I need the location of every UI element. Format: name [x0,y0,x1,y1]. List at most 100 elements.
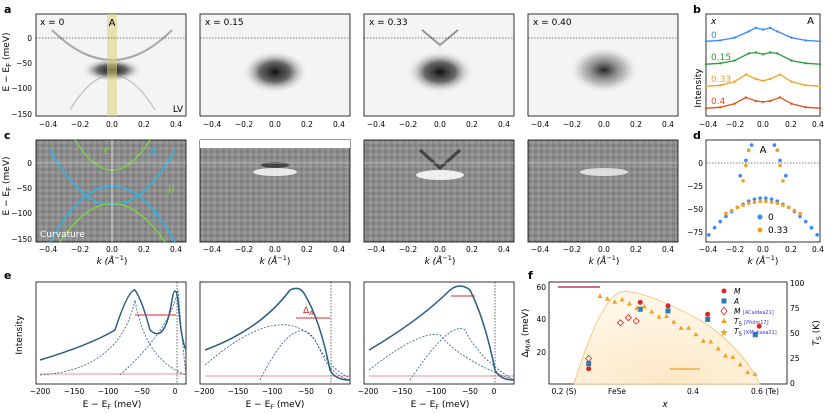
panel-letter-c: c [4,129,11,142]
band-point [803,219,808,224]
xlabel: k (Å−1) [97,254,128,267]
panel-f-yticks: 20 40 60 [536,283,546,357]
ytick: 50 [790,329,800,338]
xlabel: k (Å−1) [425,254,456,267]
legend-marker [757,227,763,233]
band-point [746,201,751,206]
legend-label: M [734,287,741,296]
panel-letter-b: b [693,3,701,16]
legend-label: A [733,297,739,306]
panel-f: ΔM/A (meV) TS (K) 20 40 60 0 25 50 75 10… [521,279,823,410]
band-point [724,211,728,216]
xtick: 0.2 [466,245,478,254]
xtick: −200 [194,387,215,396]
panel-letter-d: d [693,129,701,142]
spectrum-point [768,26,772,29]
panel-f-legend: M A M [ACaldea21] TS [Pfolm17] TS [KMuka… [720,287,777,338]
svg-text:E − EF (meV): E − EF (meV) [2,32,13,91]
band-point [707,233,711,237]
panel-b-curves [704,26,822,110]
panel-f-xticks: 0.2 (S) FeSe 0.4 0.6 (Te) [552,387,780,396]
spectrum-point [818,85,822,88]
panel-letter-f: f [528,269,533,282]
panel-f-points [585,299,762,372]
panel-a-corner: LV [173,105,184,115]
row-e-xticks: −200 −150 −100 −50 0 −200 −150 −100 −50 … [30,387,497,396]
ytick: 0 [698,159,703,168]
ts-marker [634,305,640,310]
panel-d-xticks: −0.4 −0.2 0.0 0.2 0.4 [699,245,824,254]
xtick: −50 [462,387,478,396]
xtick: 0.4 [687,387,699,396]
xtick: −0.4 [203,245,221,254]
ytick: 20 [536,348,546,357]
panel-f-ts-markers [597,293,758,376]
spectrum-point [776,30,779,33]
row-a-yticks: 0 −50 −100 −150 [11,34,32,119]
ts-marker [678,325,684,330]
band-point [798,214,802,219]
band-point [781,203,785,208]
xtick: 0.4 [662,245,674,254]
xtick: −0.4 [367,245,385,254]
panel-f-xlabel: x [661,400,668,410]
spectrum-point [747,52,750,55]
panel-a-x033: x = 0.33 [363,13,515,117]
xtick: 0 [492,387,497,396]
ts-marker [722,353,728,358]
band-point [738,173,742,178]
band-point [815,233,819,237]
xtick: −0.2 [235,120,253,129]
xtick: 0.2 [630,120,642,129]
xtick: 0.4 [498,245,510,254]
panel-a-x040: x = 0.40 [527,13,679,117]
band-point [741,203,745,208]
series-label: 0.33 [711,75,731,85]
ts-marker [612,299,618,304]
spectrum-point [804,39,807,42]
ts-marker [663,313,669,319]
xtick: 0.0 [106,245,118,254]
xtick: −0.4 [39,245,57,254]
xtick: 0.0 [598,120,610,129]
spectrum-point [754,77,758,81]
band-label-delta: δ [150,146,157,159]
ts-marker [715,345,721,351]
ts-marker [730,354,736,359]
panel-c-corner: Curvature [40,230,85,240]
spectrum-point [733,80,736,83]
spectrum-point [804,84,807,87]
panel-c-x0: ε δ μ ζ Curvature [35,139,187,243]
band-point [764,196,768,200]
ytick: −50 [16,59,32,68]
xtick: −0.4 [699,120,717,129]
xtick: −0.2 [235,245,253,254]
series-label: 0 [711,31,717,41]
band-point [758,196,762,200]
spectrum-point [754,51,758,54]
spectrum-point [733,36,736,39]
band-point [778,158,782,163]
band-point [764,199,768,203]
gap-m-point [756,323,762,329]
spectrum-point [818,107,822,110]
panel-e1 [35,281,187,385]
xtick: 0.2 [138,245,150,254]
xtick: 0.0 [757,120,769,129]
band-label-zeta: ζ [151,210,159,223]
band-point [712,225,717,230]
xtick: 0.0 [434,245,446,254]
panel-a-marker: A [109,18,116,29]
band-point [749,143,754,147]
ytick: 100 [790,279,805,288]
gap-m-caldea-point [632,317,640,325]
panel-letter-a: a [4,3,11,16]
panel-b-series-labels: 0 0.15 0.33 0.4 [711,31,731,107]
gap-label: ΔA [303,306,314,317]
xtick: −0.2 [399,245,417,254]
spectrum-point [778,96,782,99]
band-point [809,225,814,230]
spectrum-point [778,73,782,76]
spectrum-point [776,52,779,55]
band-point [775,201,780,206]
